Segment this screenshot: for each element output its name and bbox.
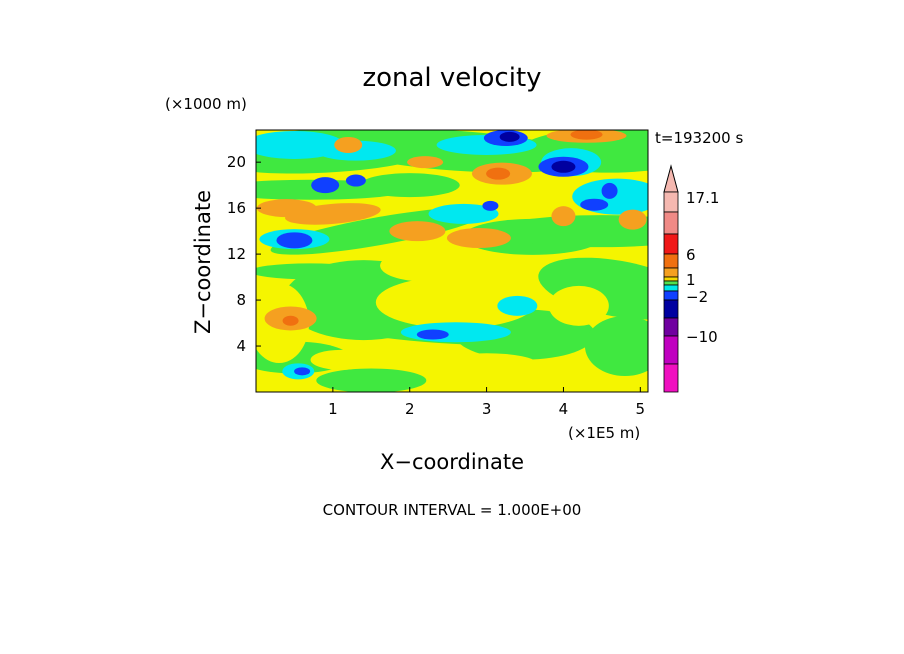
colorbar-segment (663, 253, 679, 269)
contour-region (548, 285, 609, 326)
y-axis-label: Z−coordinate (191, 190, 215, 334)
y-tick-label: 8 (236, 291, 246, 309)
contour-region (276, 232, 313, 249)
contour-region (345, 174, 366, 187)
colorbar-tick-label: −2 (686, 288, 708, 306)
contour-region (580, 198, 609, 211)
contour-region (311, 177, 340, 194)
contour-region (310, 349, 371, 370)
colorbar-segment (663, 280, 679, 286)
contour-region (282, 315, 299, 326)
contour-region (497, 295, 538, 316)
colorbar-segment (663, 233, 679, 255)
colorbar-segment (663, 290, 679, 301)
contour-region (618, 209, 647, 230)
contour-field (256, 130, 648, 392)
colorbar-segment (663, 335, 679, 365)
x-axis: 1 2 3 4 5 (328, 387, 645, 418)
x-tick-label: 3 (482, 400, 492, 418)
contour-region (551, 160, 576, 173)
x-axis-label: X−coordinate (380, 450, 524, 474)
contour-region (380, 249, 471, 282)
contour-region (256, 263, 370, 280)
x-tick-label: 5 (636, 400, 646, 418)
contour-region (407, 156, 444, 169)
contour-region (436, 353, 537, 374)
contour-region (446, 228, 511, 249)
colorbar-tick-label: 17.1 (686, 189, 719, 207)
contour-region (499, 131, 520, 142)
y-tick-label: 12 (227, 245, 246, 263)
contour-region (316, 368, 427, 392)
x-tick-label: 1 (328, 400, 338, 418)
contour-region (400, 322, 511, 343)
colorbar-segment (663, 211, 679, 235)
contour-region (416, 329, 449, 340)
colorbar-segment (663, 267, 679, 278)
contour-region (601, 182, 618, 199)
contour-region (334, 136, 363, 153)
colorbar-tick-label: 6 (686, 246, 696, 264)
contour-region (389, 221, 446, 242)
colorbar-segment (663, 191, 679, 213)
y-tick-label: 20 (227, 153, 246, 171)
contour-region (584, 316, 648, 377)
contour-region (486, 167, 511, 180)
colorbar-tick-label: 1 (686, 271, 696, 289)
contour-region (285, 203, 381, 225)
chart-title: zonal velocity (362, 63, 541, 93)
colorbar-extension-arrow (663, 164, 679, 193)
contour-region (294, 367, 311, 376)
colorbar-segment (663, 276, 679, 282)
contour-region (570, 130, 603, 140)
x-tick-label: 2 (405, 400, 415, 418)
colorbar-segment (663, 363, 679, 393)
contour-region (482, 200, 499, 211)
contour-region (551, 206, 576, 227)
contour-region (428, 203, 499, 224)
colorbar-tick-label: −10 (686, 328, 718, 346)
colorbar-segment (663, 299, 679, 319)
x-tick-label: 4 (559, 400, 569, 418)
y-tick-label: 4 (236, 337, 246, 355)
contour-region (375, 276, 536, 329)
colorbar: 17.1 6 1−2 −10 (663, 164, 719, 393)
x-unit-label: (×1E5 m) (568, 424, 640, 442)
y-axis: 4 8 12 16 20 (227, 153, 261, 355)
colorbar-segment (663, 284, 679, 292)
time-label: t=193200 s (655, 129, 743, 147)
plot-frame (255, 129, 649, 393)
y-tick-label: 16 (227, 199, 246, 217)
colorbar-segment (663, 317, 679, 337)
contour-region (359, 173, 460, 198)
y-unit-label: (×1000 m) (165, 95, 247, 113)
contour-interval-note: CONTOUR INTERVAL = 1.000E+00 (323, 501, 582, 519)
contour-region (491, 215, 648, 248)
